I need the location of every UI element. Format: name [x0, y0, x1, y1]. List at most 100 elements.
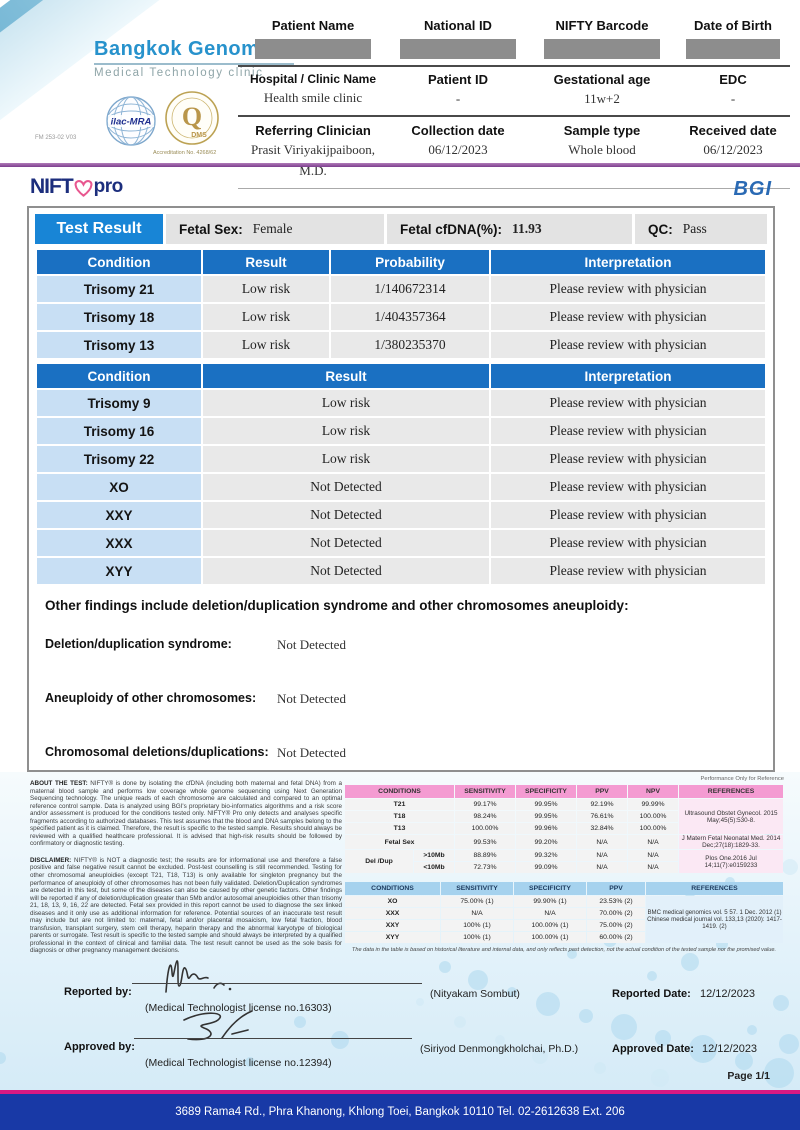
- condition-cell: XXY: [345, 920, 440, 931]
- about-disclaimer-column: ABOUT THE TEST: NIFTY® is done by isolat…: [30, 780, 342, 964]
- ppv-cell: N/A: [577, 835, 628, 849]
- specificity-cell: 99.90% (1): [514, 896, 586, 907]
- specificity-cell: 100.00% (1): [514, 920, 586, 931]
- result-cell: Low risk: [203, 446, 489, 472]
- disclaimer-title: DISCLAIMER:: [30, 856, 72, 864]
- npv-cell: 99.99%: [628, 799, 679, 810]
- table-row: T21 99.17% 99.95% 92.19% 99.99% Ultrasou…: [345, 799, 783, 834]
- disclaimer-paragraph: DISCLAIMER: NIFTY® is NOT a diagnostic t…: [30, 857, 342, 955]
- finding-item: Deletion/duplication syndrome: Not Detec…: [45, 637, 757, 653]
- column-header: Condition: [37, 364, 201, 388]
- bottom-section: ABOUT THE TEST: NIFTY® is done by isolat…: [0, 772, 800, 1090]
- q-dms-icon: Q DMS: [165, 91, 219, 145]
- size-cell: <10Mb: [414, 862, 455, 873]
- field-label: Patient Name: [271, 18, 355, 33]
- ilac-mra-icon: ilac-MRA: [106, 96, 156, 146]
- table-row: XYY Not Detected Please review with phys…: [37, 558, 765, 584]
- table-header-row: Condition Result Probability Interpretat…: [37, 250, 765, 274]
- result-cell: Not Detected: [203, 558, 489, 584]
- field-value: Prasit Viriyakijpaiboon, M.D.: [251, 142, 375, 179]
- approved-date-value: 12/12/2023: [702, 1043, 758, 1055]
- field-label: Hospital / Clinic Name: [249, 71, 377, 86]
- condition-cell: Trisomy 9: [37, 390, 201, 416]
- field-label: Sample type: [563, 122, 641, 138]
- other-findings-title: Other findings include deletion/duplicat…: [45, 598, 629, 613]
- specificity-cell: 99.20%: [516, 835, 577, 849]
- column-header: Interpretation: [491, 364, 765, 388]
- field-label: NIFTY Barcode: [555, 18, 649, 33]
- result-cell: Low risk: [203, 276, 329, 302]
- field-label: Received date: [689, 122, 777, 138]
- primary-results-table: Condition Result Probability Interpretat…: [35, 248, 767, 360]
- interpretation-cell: Please review with physician: [491, 446, 765, 472]
- ppv-cell: 75.00% (2): [587, 920, 645, 931]
- condition-cell: XXY: [37, 502, 201, 528]
- patient-info-row-1: Patient Name National ID NIFTY Barcode D…: [238, 16, 790, 67]
- patient-info-row-2: Hospital / Clinic Name Health smile clini…: [238, 67, 790, 117]
- reported-date-value: 12/12/2023: [700, 988, 756, 1000]
- column-header: Probability: [331, 250, 489, 274]
- specificity-cell: 99.09%: [516, 862, 577, 873]
- table-row: Trisomy 18 Low risk 1/404357364 Please r…: [37, 304, 765, 330]
- sensitivity-cell: 100% (1): [441, 932, 513, 943]
- sex-chromosome-performance-table: CONDITIONS SENSITIVITY SPECIFICITY PPV R…: [344, 881, 784, 944]
- table-row: XXX N/A N/A 70.00% (2): [345, 908, 783, 919]
- column-header: CONDITIONS: [345, 882, 440, 895]
- disclaimer-text: NIFTY® is NOT a diagnostic test; the res…: [30, 856, 342, 955]
- condition-cell: XYY: [37, 558, 201, 584]
- sensitivity-cell: 72.73%: [455, 862, 516, 873]
- table-row: XO 75.00% (1) 99.90% (1) 23.53% (2) BMC …: [345, 896, 783, 943]
- approved-signature: [183, 1010, 253, 1041]
- npv-cell: N/A: [628, 850, 679, 861]
- sensitivity-cell: 100% (1): [441, 920, 513, 931]
- sensitivity-cell: 99.17%: [455, 799, 516, 810]
- reference-line: BMC medical genomics vol. 5 57. 1 Dec. 2…: [647, 909, 782, 916]
- ppv-cell: 92.19%: [577, 799, 628, 810]
- reference-cell: Plos One.2016 Jul 14;11(7):e0159233: [679, 850, 783, 873]
- autosomal-performance-table: CONDITIONS SENSITIVITY SPECIFICITY PPV N…: [344, 784, 784, 874]
- sensitivity-cell: 99.53%: [455, 835, 516, 849]
- footer-address: 3689 Rama4 Rd., Phra Khanong, Khlong Toe…: [175, 1106, 625, 1118]
- condition-cell: XXX: [345, 908, 440, 919]
- result-cell: Not Detected: [203, 530, 489, 556]
- npv-cell: 100.00%: [628, 811, 679, 822]
- reported-signature-line: [132, 983, 422, 984]
- specificity-cell: 100.00% (1): [514, 932, 586, 943]
- size-cell: >10Mb: [414, 850, 455, 861]
- finding-label: Aneuploidy of other chromosomes:: [45, 691, 257, 705]
- column-header: PPV: [587, 882, 645, 895]
- interpretation-cell: Please review with physician: [491, 276, 765, 302]
- table-row: <10Mb 72.73% 99.09% N/A N/A: [345, 862, 783, 873]
- svg-text:ilac-MRA: ilac-MRA: [111, 117, 152, 128]
- field-label: Gestational age: [553, 71, 651, 87]
- field-value: 06/12/2023: [703, 142, 763, 158]
- column-header: Result: [203, 364, 489, 388]
- finding-value: Not Detected: [277, 691, 346, 706]
- fetal-sex-field: Fetal Sex: Female: [166, 214, 384, 244]
- reference-cell: J Matern Fetal Neonatal Med. 2014 Dec;27…: [679, 835, 783, 849]
- condition-cell: Trisomy 22: [37, 446, 201, 472]
- specificity-cell: 99.96%: [516, 823, 577, 834]
- reference-cell: Ultrasound Obstet Gynecol. 2015 May;45(5…: [679, 799, 783, 834]
- sensitivity-cell: 100.00%: [455, 823, 516, 834]
- finding-value: Not Detected: [277, 637, 346, 652]
- interpretation-cell: Please review with physician: [491, 474, 765, 500]
- sensitivity-cell: 88.89%: [455, 850, 516, 861]
- condition-cell: Fetal Sex: [345, 835, 455, 849]
- column-header: Condition: [37, 250, 201, 274]
- result-cell: Low risk: [203, 332, 329, 358]
- test-result-title: Test Result: [35, 214, 163, 244]
- reference-cell: BMC medical genomics vol. 5 57. 1 Dec. 2…: [646, 896, 783, 943]
- result-cell: Low risk: [203, 418, 489, 444]
- table-row: T18 98.24% 99.95% 76.61% 100.00%: [345, 811, 783, 822]
- reported-by-label: Reported by:: [64, 986, 132, 998]
- table-row: Trisomy 9 Low risk Please review with ph…: [37, 390, 765, 416]
- finding-label: Deletion/duplication syndrome:: [45, 637, 232, 651]
- field-value: Whole blood: [568, 142, 636, 158]
- result-cell: Not Detected: [203, 502, 489, 528]
- column-header: SENSITIVITY: [455, 785, 516, 798]
- table-row: T13 100.00% 99.96% 32.84% 100.00%: [345, 823, 783, 834]
- brand-name: Bangkok Genomics: [94, 38, 294, 65]
- table-row: Trisomy 13 Low risk 1/380235370 Please r…: [37, 332, 765, 358]
- about-title: ABOUT THE TEST:: [30, 780, 88, 787]
